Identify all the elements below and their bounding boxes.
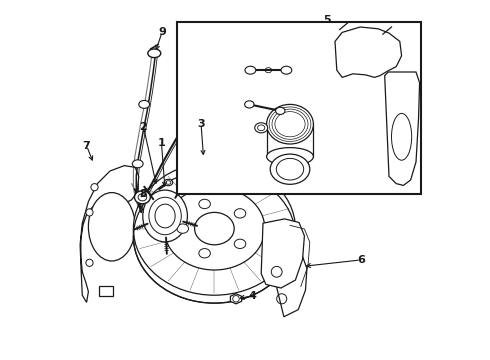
Text: 6: 6 [357,255,365,265]
Ellipse shape [275,107,285,114]
Ellipse shape [234,239,246,248]
Ellipse shape [164,187,265,270]
Text: 9: 9 [158,27,166,37]
Text: 2: 2 [140,122,147,132]
Ellipse shape [132,160,143,168]
Ellipse shape [134,191,150,204]
Ellipse shape [267,148,314,166]
Ellipse shape [255,123,268,133]
Ellipse shape [199,248,210,258]
Ellipse shape [195,212,234,245]
Ellipse shape [245,66,256,74]
Ellipse shape [267,104,314,144]
Text: 8: 8 [140,189,147,199]
Text: 1: 1 [158,138,165,148]
Ellipse shape [148,49,161,58]
Ellipse shape [276,158,304,180]
Polygon shape [270,253,307,317]
Ellipse shape [91,184,98,191]
Ellipse shape [86,259,93,266]
Ellipse shape [133,162,295,295]
Polygon shape [230,294,242,304]
Bar [177,22,421,194]
Ellipse shape [164,179,172,186]
Ellipse shape [139,100,149,108]
Ellipse shape [270,154,310,184]
Polygon shape [335,27,402,77]
Text: 5: 5 [323,15,331,25]
Ellipse shape [177,224,189,233]
Ellipse shape [88,193,135,261]
Ellipse shape [199,157,208,164]
Ellipse shape [192,67,204,77]
Ellipse shape [143,190,187,242]
Text: 7: 7 [83,141,91,151]
Polygon shape [80,166,139,302]
Text: 4: 4 [248,291,256,301]
Ellipse shape [281,66,292,74]
Ellipse shape [199,199,210,209]
Ellipse shape [234,209,246,218]
Bar [267,124,314,157]
Ellipse shape [392,113,412,160]
Polygon shape [385,72,419,185]
Ellipse shape [245,101,254,108]
Bar [99,286,113,296]
Ellipse shape [149,197,181,235]
Ellipse shape [86,209,93,216]
Text: 3: 3 [197,119,205,129]
Polygon shape [261,219,304,288]
Ellipse shape [155,204,175,228]
